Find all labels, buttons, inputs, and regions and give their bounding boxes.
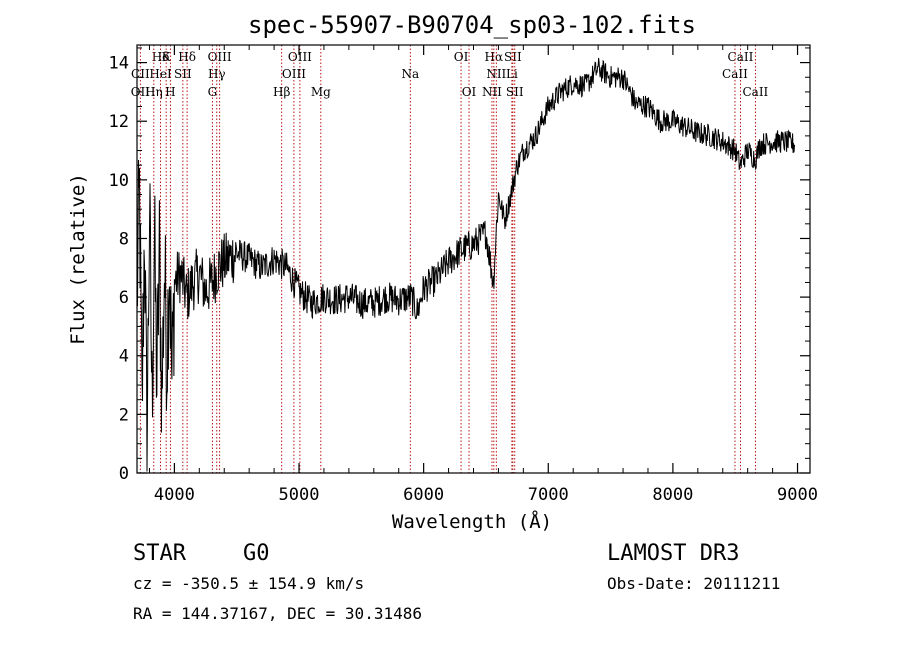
line-label-7: SII [504, 50, 522, 64]
observation-date: Obs-Date: 20111211 [607, 574, 780, 593]
line-label-5: OI [454, 50, 469, 64]
x-tick-label-2: 6000 [403, 485, 444, 505]
line-label-22: Hβ [273, 85, 290, 99]
y-tick-label-1: 2 [119, 405, 129, 425]
line-label-20: H [165, 85, 175, 99]
object-subclass: G0 [243, 541, 270, 566]
x-tick-label-5: 9000 [777, 485, 818, 505]
y-axis-label: Flux (relative) [67, 173, 89, 345]
line-label-2: Hδ [178, 50, 196, 64]
line-label-6: Hα [485, 50, 504, 64]
plot-frame [136, 44, 811, 474]
line-label-23: Mg [311, 85, 331, 99]
line-label-0: Hδ [152, 50, 170, 64]
line-label-17: CaII [722, 67, 748, 81]
line-label-14: Na [401, 67, 419, 81]
y-tick-label-3: 6 [119, 288, 129, 308]
line-label-1: K [162, 50, 172, 64]
x-tick-label-0: 4000 [154, 485, 195, 505]
chart-title: spec-55907-B90704_sp03-102.fits [248, 11, 696, 39]
axis-ticks: 4000 5000 6000 7000 8000 9000 0 2 4 6 8 10 12 14 [109, 45, 818, 505]
x-tick-label-1: 5000 [279, 485, 320, 505]
line-label-3: OIII [208, 50, 232, 64]
y-tick-label-6: 12 [109, 112, 129, 132]
line-label-10: HeI [149, 67, 172, 81]
y-tick-label-5: 10 [109, 171, 129, 191]
line-label-27: CaII [742, 85, 768, 99]
line-label-19: Hη [145, 85, 163, 99]
line-label-26: SII [506, 85, 524, 99]
line-label-25: NII [482, 85, 502, 99]
line-label-24: OI [462, 85, 477, 99]
line-label-21: G [208, 85, 218, 99]
line-label-12: Hγ [208, 67, 226, 81]
y-tick-label-0: 0 [119, 464, 129, 484]
spectrum-line [136, 57, 796, 472]
line-label-16: Li [506, 67, 518, 81]
x-axis-label: Wavelength (Å) [392, 510, 552, 533]
ra-dec-coordinates: RA = 144.37167, DEC = 30.31486 [133, 604, 422, 623]
line-label-4: OIII [288, 50, 312, 64]
spectrum-series [136, 57, 796, 472]
x-tick-label-4: 8000 [652, 485, 693, 505]
y-tick-label-4: 8 [119, 229, 129, 249]
y-tick-label-7: 14 [109, 54, 129, 74]
redshift-cz: cz = -350.5 ± 154.9 km/s [133, 574, 364, 593]
x-tick-label-3: 7000 [528, 485, 569, 505]
line-label-13: OIII [282, 67, 306, 81]
y-tick-label-2: 4 [119, 347, 129, 367]
survey-name: LAMOST DR3 [607, 541, 739, 566]
line-label-8: CaII [728, 50, 754, 64]
line-label-11: SII [174, 67, 192, 81]
object-class: STAR [133, 541, 187, 566]
line-label-9: CII [131, 67, 150, 81]
line-label-15: NII [486, 67, 506, 81]
